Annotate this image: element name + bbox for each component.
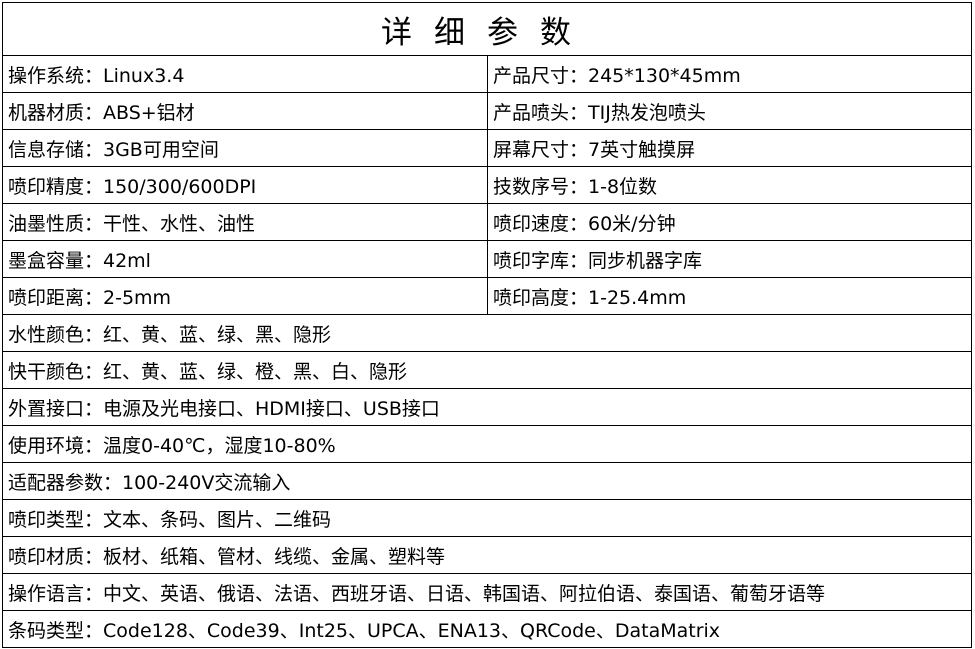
spec-cell: 产品喷头：TIJ热发泡喷头 [487, 92, 972, 130]
spec-cell: 喷印字库：同步机器字库 [487, 240, 972, 278]
spec-row: 机器材质：ABS+铝材 产品喷头：TIJ热发泡喷头 [2, 92, 972, 130]
spec-cell: 喷印材质：板材、纸箱、管材、线缆、金属、塑料等 [2, 536, 972, 574]
spec-row: 操作语言：中文、英语、俄语、法语、西班牙语、日语、韩国语、阿拉伯语、泰国语、葡萄… [2, 573, 972, 611]
spec-cell: 产品尺寸：245*130*45mm [487, 55, 972, 93]
spec-cell: 操作系统：Linux3.4 [2, 55, 488, 93]
spec-row: 油墨性质：干性、水性、油性 喷印速度：60米/分钟 [2, 203, 972, 241]
spec-row: 墨盒容量：42ml 喷印字库：同步机器字库 [2, 240, 972, 278]
spec-cell: 适配器参数：100-240V交流输入 [2, 462, 972, 500]
spec-row: 喷印材质：板材、纸箱、管材、线缆、金属、塑料等 [2, 536, 972, 574]
spec-cell: 使用环境：温度0-40℃，湿度10-80% [2, 425, 972, 463]
spec-cell: 机器材质：ABS+铝材 [2, 92, 488, 130]
spec-row: 水性颜色：红、黄、蓝、绿、黑、隐形 [2, 314, 972, 352]
spec-cell: 操作语言：中文、英语、俄语、法语、西班牙语、日语、韩国语、阿拉伯语、泰国语、葡萄… [2, 573, 972, 611]
spec-row: 适配器参数：100-240V交流输入 [2, 462, 972, 500]
spec-cell: 技数序号：1-8位数 [487, 166, 972, 204]
spec-cell: 喷印速度：60米/分钟 [487, 203, 972, 241]
table-title: 详细参数 [2, 2, 972, 56]
spec-row: 条码类型：Code128、Code39、Int25、UPCA、ENA13、QRC… [2, 610, 972, 648]
spec-cell: 水性颜色：红、黄、蓝、绿、黑、隐形 [2, 314, 972, 352]
spec-row: 喷印距离：2-5mm 喷印高度：1-25.4mm [2, 277, 972, 315]
spec-row: 操作系统：Linux3.4 产品尺寸：245*130*45mm [2, 55, 972, 93]
spec-cell: 喷印高度：1-25.4mm [487, 277, 972, 315]
spec-cell: 喷印距离：2-5mm [2, 277, 488, 315]
spec-row: 喷印类型：文本、条码、图片、二维码 [2, 499, 972, 537]
spec-cell: 屏幕尺寸：7英寸触摸屏 [487, 129, 972, 167]
spec-cell: 油墨性质：干性、水性、油性 [2, 203, 488, 241]
spec-row: 使用环境：温度0-40℃，湿度10-80% [2, 425, 972, 463]
spec-cell: 喷印类型：文本、条码、图片、二维码 [2, 499, 972, 537]
spec-cell: 快干颜色：红、黄、蓝、绿、橙、黑、白、隐形 [2, 351, 972, 389]
spec-row: 信息存储：3GB可用空间 屏幕尺寸：7英寸触摸屏 [2, 129, 972, 167]
spec-cell: 条码类型：Code128、Code39、Int25、UPCA、ENA13、QRC… [2, 610, 972, 648]
spec-cell: 信息存储：3GB可用空间 [2, 129, 488, 167]
spec-cell: 喷印精度：150/300/600DPI [2, 166, 488, 204]
spec-cell: 墨盒容量：42ml [2, 240, 488, 278]
spec-row: 快干颜色：红、黄、蓝、绿、橙、黑、白、隐形 [2, 351, 972, 389]
spec-cell: 外置接口：电源及光电接口、HDMI接口、USB接口 [2, 388, 972, 426]
spec-row: 外置接口：电源及光电接口、HDMI接口、USB接口 [2, 388, 972, 426]
title-row: 详细参数 [2, 2, 972, 56]
spec-row: 喷印精度：150/300/600DPI 技数序号：1-8位数 [2, 166, 972, 204]
